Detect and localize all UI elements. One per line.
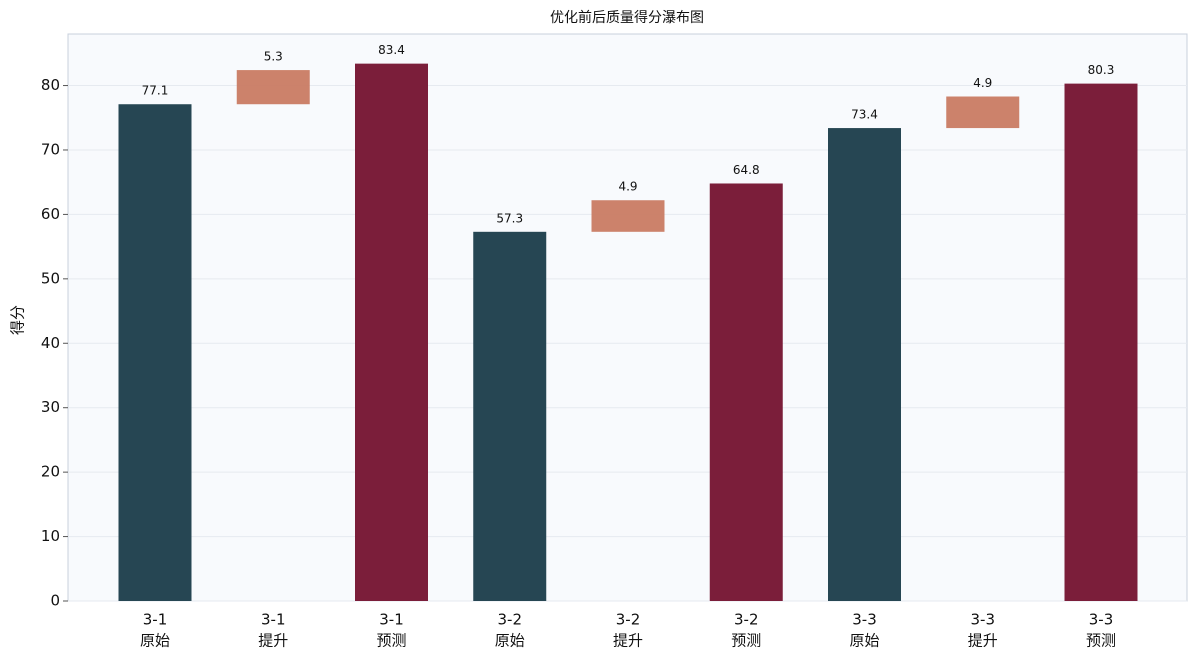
- x-tick-label: 3-1: [261, 611, 286, 629]
- x-tick-label: 提升: [613, 632, 643, 650]
- x-tick-label: 预测: [1086, 632, 1116, 650]
- bar: [473, 231, 547, 602]
- bar: [709, 183, 783, 601]
- x-tick-label: 3-2: [616, 611, 641, 629]
- y-tick-label: 30: [41, 398, 60, 416]
- x-tick-label: 预测: [376, 632, 406, 650]
- value-label: 5.3: [264, 50, 283, 64]
- y-tick-label: 50: [41, 269, 60, 287]
- bar: [236, 70, 310, 105]
- x-tick-label: 3-1: [143, 611, 168, 629]
- bar: [591, 200, 665, 232]
- x-tick-label: 3-3: [971, 611, 996, 629]
- y-tick-label: 40: [41, 334, 60, 352]
- x-tick-label: 3-1: [379, 611, 404, 629]
- chart-title: 优化前后质量得分瀑布图: [550, 9, 704, 26]
- y-tick-label: 80: [41, 76, 60, 94]
- bar: [828, 128, 901, 602]
- value-label: 64.8: [733, 163, 760, 177]
- bar: [946, 96, 1020, 129]
- value-label: 77.1: [142, 84, 169, 98]
- x-tick-label: 3-2: [498, 611, 523, 629]
- bar: [1064, 83, 1138, 602]
- bar: [118, 104, 192, 601]
- x-tick-label: 提升: [968, 632, 998, 650]
- value-label: 73.4: [851, 108, 878, 122]
- x-tick-label: 预测: [731, 632, 761, 650]
- x-tick-label: 原始: [495, 632, 525, 650]
- x-tick-label: 原始: [849, 632, 879, 650]
- x-tick-label: 3-3: [852, 611, 877, 629]
- value-label: 4.9: [618, 180, 637, 194]
- value-label: 4.9: [973, 76, 992, 90]
- y-axis-label: 得分: [9, 305, 27, 335]
- value-label: 80.3: [1088, 63, 1115, 77]
- value-label: 57.3: [496, 211, 523, 225]
- y-tick-label: 20: [41, 463, 60, 481]
- plot-area: [67, 33, 1188, 602]
- x-tick-label: 原始: [140, 632, 170, 650]
- y-tick-label: 0: [50, 592, 60, 610]
- y-tick-label: 60: [41, 205, 60, 223]
- x-tick-label: 提升: [258, 632, 288, 650]
- bar: [355, 63, 428, 602]
- y-tick-label: 70: [41, 140, 60, 158]
- x-tick-label: 3-2: [734, 611, 759, 629]
- x-tick-label: 3-3: [1089, 611, 1114, 629]
- y-tick-label: 10: [41, 527, 60, 545]
- value-label: 83.4: [378, 43, 405, 57]
